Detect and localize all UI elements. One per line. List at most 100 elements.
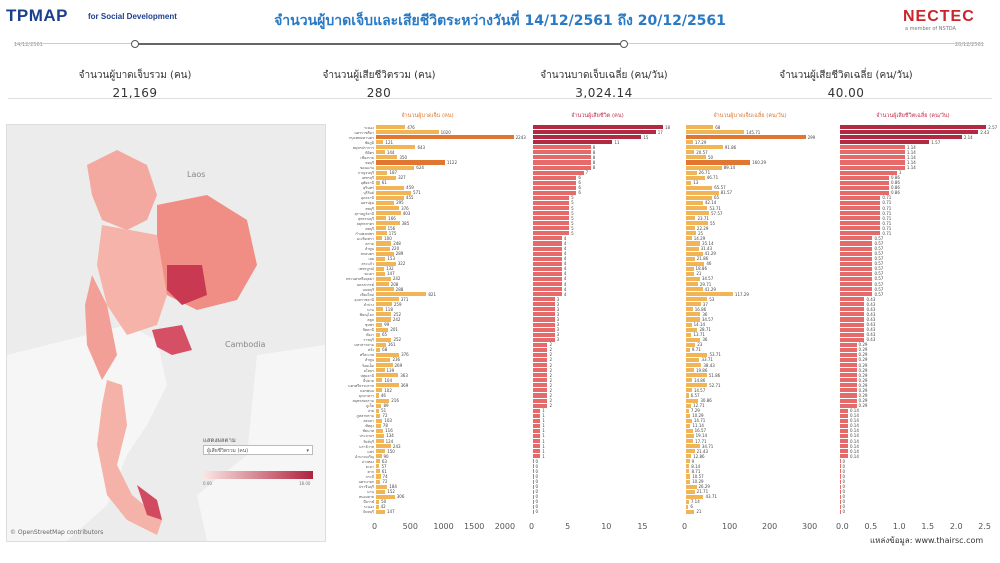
bar-p1-63[interactable] xyxy=(533,444,541,449)
bar-p2-33[interactable] xyxy=(686,292,733,297)
bar-p1-5[interactable] xyxy=(533,150,591,155)
bar-p0-2[interactable] xyxy=(376,135,514,140)
bar-p0-57[interactable] xyxy=(376,413,381,418)
bar-p3-75[interactable] xyxy=(840,504,841,509)
bar-p1-68[interactable] xyxy=(533,469,534,474)
bar-p1-75[interactable] xyxy=(533,504,534,509)
bar-p1-1[interactable] xyxy=(533,130,656,135)
bar-p1-36[interactable] xyxy=(533,307,555,312)
bar-p1-8[interactable] xyxy=(533,165,591,170)
bar-p0-23[interactable] xyxy=(376,241,392,246)
bar-p3-69[interactable] xyxy=(840,474,841,479)
bar-p0-52[interactable] xyxy=(376,388,383,393)
bar-p2-21[interactable] xyxy=(686,231,696,236)
bar-p2-9[interactable] xyxy=(686,170,697,175)
bar-p1-65[interactable] xyxy=(533,454,541,459)
bar-p3-38[interactable] xyxy=(840,317,865,322)
bar-p2-30[interactable] xyxy=(686,276,700,281)
bar-p0-24[interactable] xyxy=(376,246,390,251)
bar-p3-44[interactable] xyxy=(840,347,857,352)
bar-p3-21[interactable] xyxy=(840,231,881,236)
bar-p2-29[interactable] xyxy=(686,271,695,276)
bar-p3-51[interactable] xyxy=(840,383,857,388)
bar-p1-12[interactable] xyxy=(533,185,577,190)
bar-p3-41[interactable] xyxy=(840,332,865,337)
bar-p2-65[interactable] xyxy=(686,454,692,459)
bar-p1-19[interactable] xyxy=(533,221,570,226)
bar-p0-12[interactable] xyxy=(376,185,405,190)
bar-p2-25[interactable] xyxy=(686,251,703,256)
bar-p1-23[interactable] xyxy=(533,241,562,246)
bar-p2-75[interactable] xyxy=(686,504,689,509)
bar-p2-31[interactable] xyxy=(686,282,698,287)
bar-p1-49[interactable] xyxy=(533,373,548,378)
bar-p3-3[interactable] xyxy=(840,140,930,145)
bar-p1-11[interactable] xyxy=(533,180,577,185)
bar-p1-24[interactable] xyxy=(533,246,562,251)
bar-p2-8[interactable] xyxy=(686,165,722,170)
bar-p2-41[interactable] xyxy=(686,332,692,337)
bar-p1-50[interactable] xyxy=(533,378,548,383)
bar-p2-51[interactable] xyxy=(686,383,708,388)
bar-p1-67[interactable] xyxy=(533,464,534,469)
bar-p0-22[interactable] xyxy=(376,236,383,241)
bar-p3-45[interactable] xyxy=(840,352,857,357)
bar-p1-34[interactable] xyxy=(533,297,555,302)
bar-p2-17[interactable] xyxy=(686,211,710,216)
bar-p1-18[interactable] xyxy=(533,216,570,221)
bar-p2-3[interactable] xyxy=(686,140,693,145)
bar-p1-25[interactable] xyxy=(533,251,562,256)
bar-p0-6[interactable] xyxy=(376,155,398,160)
bar-p3-48[interactable] xyxy=(840,368,857,373)
bar-p3-1[interactable] xyxy=(840,130,979,135)
bar-p2-5[interactable] xyxy=(686,150,695,155)
bar-p3-10[interactable] xyxy=(840,175,889,180)
bar-p1-31[interactable] xyxy=(533,282,562,287)
bar-p3-25[interactable] xyxy=(840,251,873,256)
bar-p1-46[interactable] xyxy=(533,357,548,363)
bar-p1-26[interactable] xyxy=(533,256,562,261)
bar-p2-61[interactable] xyxy=(686,433,694,439)
bar-p1-16[interactable] xyxy=(533,206,570,211)
bar-p2-38[interactable] xyxy=(686,317,700,322)
bar-p1-64[interactable] xyxy=(533,449,541,454)
bar-p3-31[interactable] xyxy=(840,282,873,287)
bar-p3-22[interactable] xyxy=(840,236,873,241)
bar-p3-23[interactable] xyxy=(840,241,873,246)
bar-p1-44[interactable] xyxy=(533,347,548,352)
bar-p1-38[interactable] xyxy=(533,317,555,322)
bar-p1-76[interactable] xyxy=(533,509,534,514)
bar-p3-54[interactable] xyxy=(840,398,857,403)
bar-p0-17[interactable] xyxy=(376,211,401,216)
bar-p1-32[interactable] xyxy=(533,287,562,292)
bar-p1-22[interactable] xyxy=(533,236,562,241)
bar-p0-31[interactable] xyxy=(376,282,389,287)
bar-p1-40[interactable] xyxy=(533,327,555,332)
bar-p1-2[interactable] xyxy=(533,135,642,140)
bar-p0-63[interactable] xyxy=(376,444,391,449)
bar-p2-46[interactable] xyxy=(686,357,700,363)
bar-p3-26[interactable] xyxy=(840,256,873,261)
bar-p3-20[interactable] xyxy=(840,226,881,231)
bar-p1-30[interactable] xyxy=(533,276,562,281)
thailand-map[interactable]: Laos Cambodia แสดงผลตาม ผู้เสียชีวิตรวม … xyxy=(6,124,326,542)
bar-p3-47[interactable] xyxy=(840,363,857,368)
bar-p0-14[interactable] xyxy=(376,195,404,200)
bar-p1-51[interactable] xyxy=(533,383,548,388)
bar-p1-72[interactable] xyxy=(533,489,534,494)
bar-p0-66[interactable] xyxy=(376,459,380,464)
bar-p3-7[interactable] xyxy=(840,160,905,165)
bar-p2-49[interactable] xyxy=(686,373,707,378)
bar-p1-53[interactable] xyxy=(533,393,548,398)
bar-p2-71[interactable] xyxy=(686,484,697,489)
bar-p1-54[interactable] xyxy=(533,398,548,403)
bar-p2-52[interactable] xyxy=(686,388,692,393)
bar-p1-39[interactable] xyxy=(533,322,555,327)
slider-end-handle[interactable] xyxy=(620,40,628,48)
bar-p1-35[interactable] xyxy=(533,302,555,307)
bar-p0-30[interactable] xyxy=(376,276,391,281)
bar-p0-20[interactable] xyxy=(376,226,386,231)
bar-p0-73[interactable] xyxy=(376,494,395,499)
bar-p2-19[interactable] xyxy=(686,221,708,226)
bar-p3-60[interactable] xyxy=(840,428,848,433)
